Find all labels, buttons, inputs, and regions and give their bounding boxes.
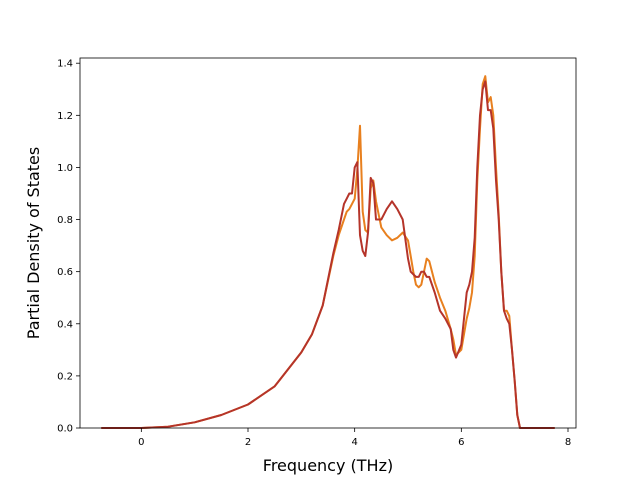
series-lines xyxy=(101,75,555,429)
y-axis-ticks: 0.0 0.2 0.4 0.6 0.8 1.0 1.2 1.4 xyxy=(57,59,80,435)
x-tick-label: 0 xyxy=(138,437,144,448)
y-tick-label: 0.6 xyxy=(57,267,73,278)
x-axis-ticks: 0 2 4 6 8 xyxy=(138,428,571,448)
x-axis-label: Frequency (THz) xyxy=(263,456,393,475)
y-tick-label: 0.8 xyxy=(57,215,73,226)
x-tick-label: 8 xyxy=(565,437,571,448)
y-axis-label: Partial Density of States xyxy=(24,147,43,339)
y-tick-label: 0.2 xyxy=(57,371,73,382)
y-tick-label: 1.0 xyxy=(57,163,73,174)
x-tick-label: 6 xyxy=(458,437,464,448)
y-tick-label: 0.0 xyxy=(57,424,73,435)
plot-frame xyxy=(79,57,577,429)
series-line-1 xyxy=(101,75,555,429)
y-tick-label: 1.4 xyxy=(57,59,73,70)
y-tick-label: 1.2 xyxy=(57,111,73,122)
x-tick-label: 2 xyxy=(245,437,251,448)
x-tick-label: 4 xyxy=(351,437,357,448)
y-tick-label: 0.4 xyxy=(57,319,73,330)
series-line-2 xyxy=(101,80,555,429)
